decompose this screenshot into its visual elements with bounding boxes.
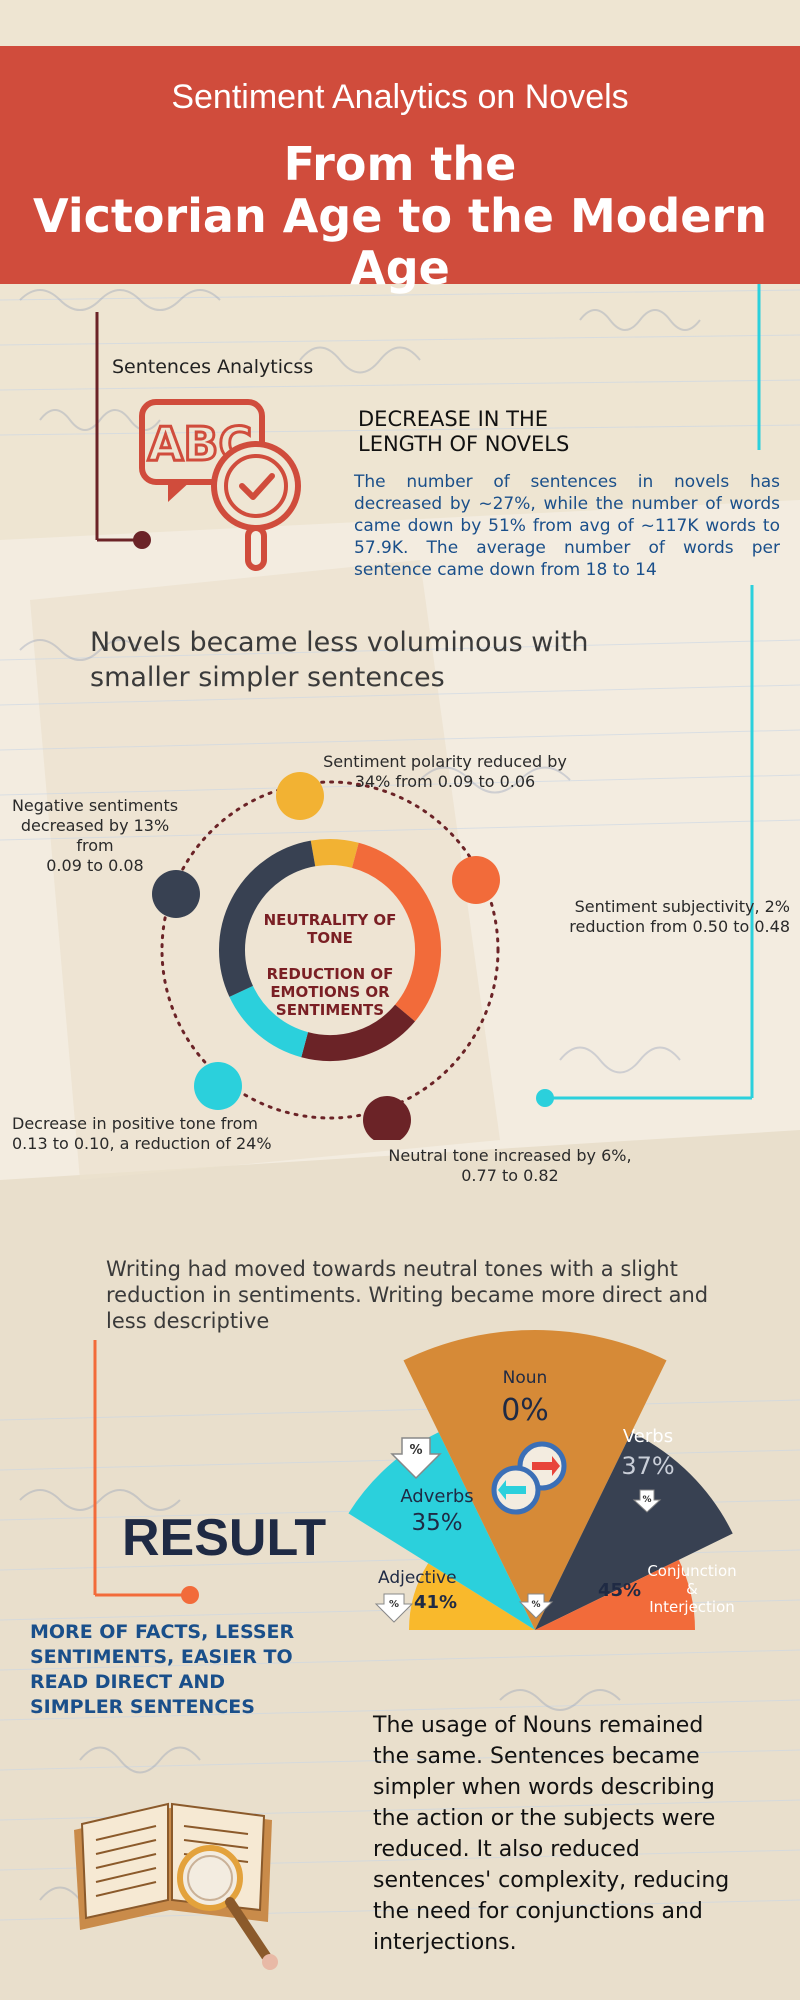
ring-segment-polarity: [310, 839, 359, 868]
ring-segment-neutral: [301, 1004, 416, 1061]
subjectivity-line1: Sentiment subjectivity, 2%: [574, 897, 790, 916]
center-line4: EMOTIONS OR: [270, 983, 390, 1001]
ring-segment-subjectivity: [351, 842, 441, 1022]
ring-segment-negative: [219, 840, 316, 997]
polarity-line2: 34% from 0.09 to 0.06: [354, 772, 536, 791]
neutral-dot: [363, 1096, 411, 1140]
result-body: The usage of Nouns remained the same. Se…: [373, 1710, 793, 1958]
negative-line1: Negative sentiments: [11, 796, 179, 815]
noun-label: Noun: [502, 1368, 548, 1388]
result-title: RESULT: [122, 1509, 327, 1567]
subjectivity-line2: reduction from 0.50 to 0.48: [569, 917, 790, 936]
body-line4: the action or the subjects were: [373, 1806, 716, 1831]
abc-magnifier-icon: ABC: [139, 399, 301, 571]
result-tagline: MORE OF FACTS, LESSER SENTIMENTS, EASIER…: [30, 1620, 294, 1720]
header-title-line2: Victorian Age to the Modern Age: [33, 189, 767, 295]
sector-conjunction: [535, 1559, 695, 1630]
body-line3: simpler when words describing: [373, 1775, 715, 1800]
ring-segment-positive: [229, 985, 309, 1058]
sector-adverbs: [348, 1432, 535, 1630]
sector-verbs: [535, 1432, 733, 1630]
percent-down-icon-adverbs: %: [390, 1437, 442, 1480]
body-line6: sentences' complexity, reducing: [373, 1868, 730, 1893]
adjective-label: Adjective: [378, 1568, 457, 1588]
svg-text:%: %: [531, 1600, 540, 1610]
negative-dot: [152, 870, 200, 918]
body-line7: the need for conjunctions and: [373, 1899, 703, 1924]
novels-statement: Novels became less voluminous with small…: [90, 625, 589, 695]
noun-value: 0%: [501, 1393, 549, 1428]
swap-arrows-icon: [491, 1441, 567, 1515]
header-subtitle: Sentiment Analytics on Novels: [171, 78, 629, 116]
conj-line2: &: [686, 1580, 698, 1598]
body-line5: reduced. It also reduced: [373, 1837, 640, 1862]
neutral-line2: 0.77 to 0.82: [461, 1166, 559, 1185]
length-heading-line1: DECREASE IN THE: [358, 407, 549, 431]
body-line2: the same. Sentences became: [373, 1744, 700, 1769]
tag-line1: MORE OF FACTS, LESSER: [30, 1621, 295, 1643]
center-line1: NEUTRALITY OF: [263, 911, 397, 929]
tag-line3: READ DIRECT AND: [30, 1671, 226, 1693]
body-line8: interjections.: [373, 1930, 517, 1955]
writing-line2: reduction in sentiments. Writing became …: [106, 1283, 709, 1307]
center-line5: SENTIMENTS: [275, 1001, 385, 1019]
sentiment-donut-diagram: [152, 772, 500, 1140]
book-magnifier-icon: [74, 1802, 278, 1970]
writing-line1: Writing had moved towards neutral tones …: [106, 1257, 678, 1281]
writing-statement: Writing had moved towards neutral tones …: [106, 1256, 726, 1334]
parts-of-speech-fan: % % % %: [348, 1330, 733, 1630]
sector-adjective: [409, 1563, 535, 1630]
conj-line3: Interjection: [649, 1598, 735, 1616]
percent-down-icon-conjunction: %: [518, 1593, 554, 1619]
positive-line2: 0.13 to 0.10, a reduction of 24%: [12, 1134, 272, 1153]
negative-line2: decreased by 13% from: [20, 816, 170, 855]
body-line1: The usage of Nouns remained: [373, 1713, 704, 1738]
tag-line4: SIMPLER SENTENCES: [30, 1696, 255, 1718]
sentences-analytics-label: Sentences Analyticss: [112, 356, 314, 378]
header-title-line1: From the: [283, 137, 517, 191]
center-line2: TONE: [307, 929, 353, 947]
percent-down-icon-verbs: %: [632, 1489, 662, 1513]
header-banner: Sentiment Analytics on Novels From the V…: [0, 46, 800, 294]
subjectivity-dot: [452, 856, 500, 904]
novels-statement-line2: smaller simpler sentences: [90, 662, 445, 693]
negative-label: Negative sentiments decreased by 13% fro…: [0, 796, 190, 876]
donut-ring: [219, 839, 441, 1061]
tag-line2: SENTIMENTS, EASIER TO: [30, 1646, 293, 1668]
adjective-value: 41%: [414, 1592, 458, 1613]
negative-line3: 0.09 to 0.08: [46, 856, 144, 875]
adverbs-value: 35%: [411, 1510, 463, 1536]
length-heading: DECREASE IN THE LENGTH OF NOVELS: [358, 407, 569, 457]
polarity-dot: [276, 772, 324, 820]
conj-label: Conjunction & Interjection: [636, 1562, 748, 1616]
header-title: From the Victorian Age to the Modern Age: [0, 138, 800, 294]
conj-line1: Conjunction: [647, 1562, 737, 1580]
svg-text:%: %: [409, 1443, 422, 1458]
conj-value: 45%: [598, 1580, 642, 1601]
neutral-label: Neutral tone increased by 6%, 0.77 to 0.…: [380, 1146, 640, 1186]
length-body: The number of sentences in novels has de…: [354, 472, 780, 580]
donut-center-label: NEUTRALITY OF TONE REDUCTION OF EMOTIONS…: [250, 911, 410, 1019]
polarity-label: Sentiment polarity reduced by 34% from 0…: [300, 752, 590, 792]
novels-statement-line1: Novels became less voluminous with: [90, 627, 589, 658]
positive-dot: [194, 1062, 242, 1110]
polarity-line1: Sentiment polarity reduced by: [323, 752, 567, 771]
dotted-orbit: [160, 780, 500, 1120]
positive-line1: Decrease in positive tone from: [12, 1114, 258, 1133]
percent-down-icon-adjective: %: [374, 1593, 414, 1623]
positive-label: Decrease in positive tone from 0.13 to 0…: [12, 1114, 312, 1154]
verbs-label: Verbs: [622, 1426, 674, 1447]
adverbs-label: Adverbs: [400, 1486, 474, 1507]
center-line3: REDUCTION OF: [266, 965, 394, 983]
svg-text:%: %: [389, 1599, 399, 1610]
verbs-value: 37%: [621, 1452, 675, 1480]
svg-text:%: %: [642, 1495, 651, 1505]
length-heading-line2: LENGTH OF NOVELS: [358, 432, 570, 456]
writing-line3: less descriptive: [106, 1309, 270, 1333]
neutral-line1: Neutral tone increased by 6%,: [388, 1146, 632, 1165]
subjectivity-label: Sentiment subjectivity, 2% reduction fro…: [490, 897, 790, 937]
